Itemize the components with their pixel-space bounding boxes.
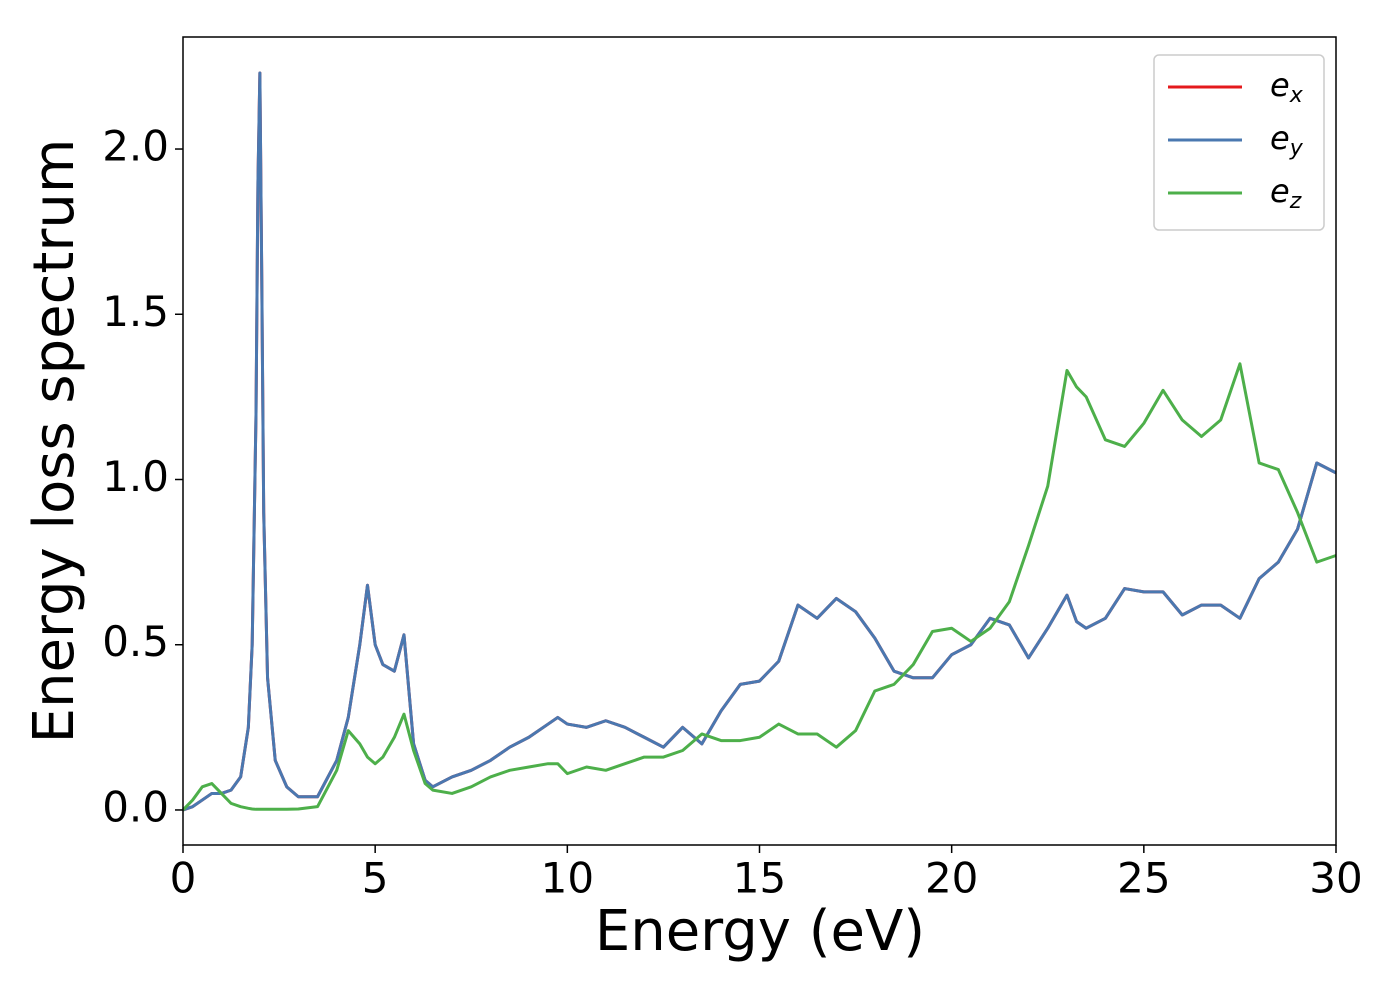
y-tick-label: 1.0 [102,452,169,501]
x-tick-label: 5 [362,854,389,903]
y-tick-label: 1.5 [102,287,169,336]
x-tick-label: 15 [733,854,786,903]
legend-box [1153,54,1325,231]
legend-label: ey [1270,119,1304,161]
legend-label: ex [1270,66,1304,108]
x-tick-label: 0 [170,854,197,903]
x-tick-label: 25 [1117,854,1170,903]
y-tick-label: 2.0 [102,122,169,171]
y-axis-label: Energy loss spectrum [22,139,87,744]
x-tick-label: 10 [541,854,594,903]
legend-label: ez [1270,172,1302,214]
x-tick-label: 30 [1309,854,1362,903]
x-axis-label: Energy (eV) [595,899,925,964]
x-tick-label: 20 [925,854,978,903]
y-tick-label: 0.0 [102,782,169,831]
plot-frame [182,36,1337,846]
series-line [181,362,1337,812]
y-tick-label: 0.5 [102,617,169,666]
series-line [182,71,1337,812]
